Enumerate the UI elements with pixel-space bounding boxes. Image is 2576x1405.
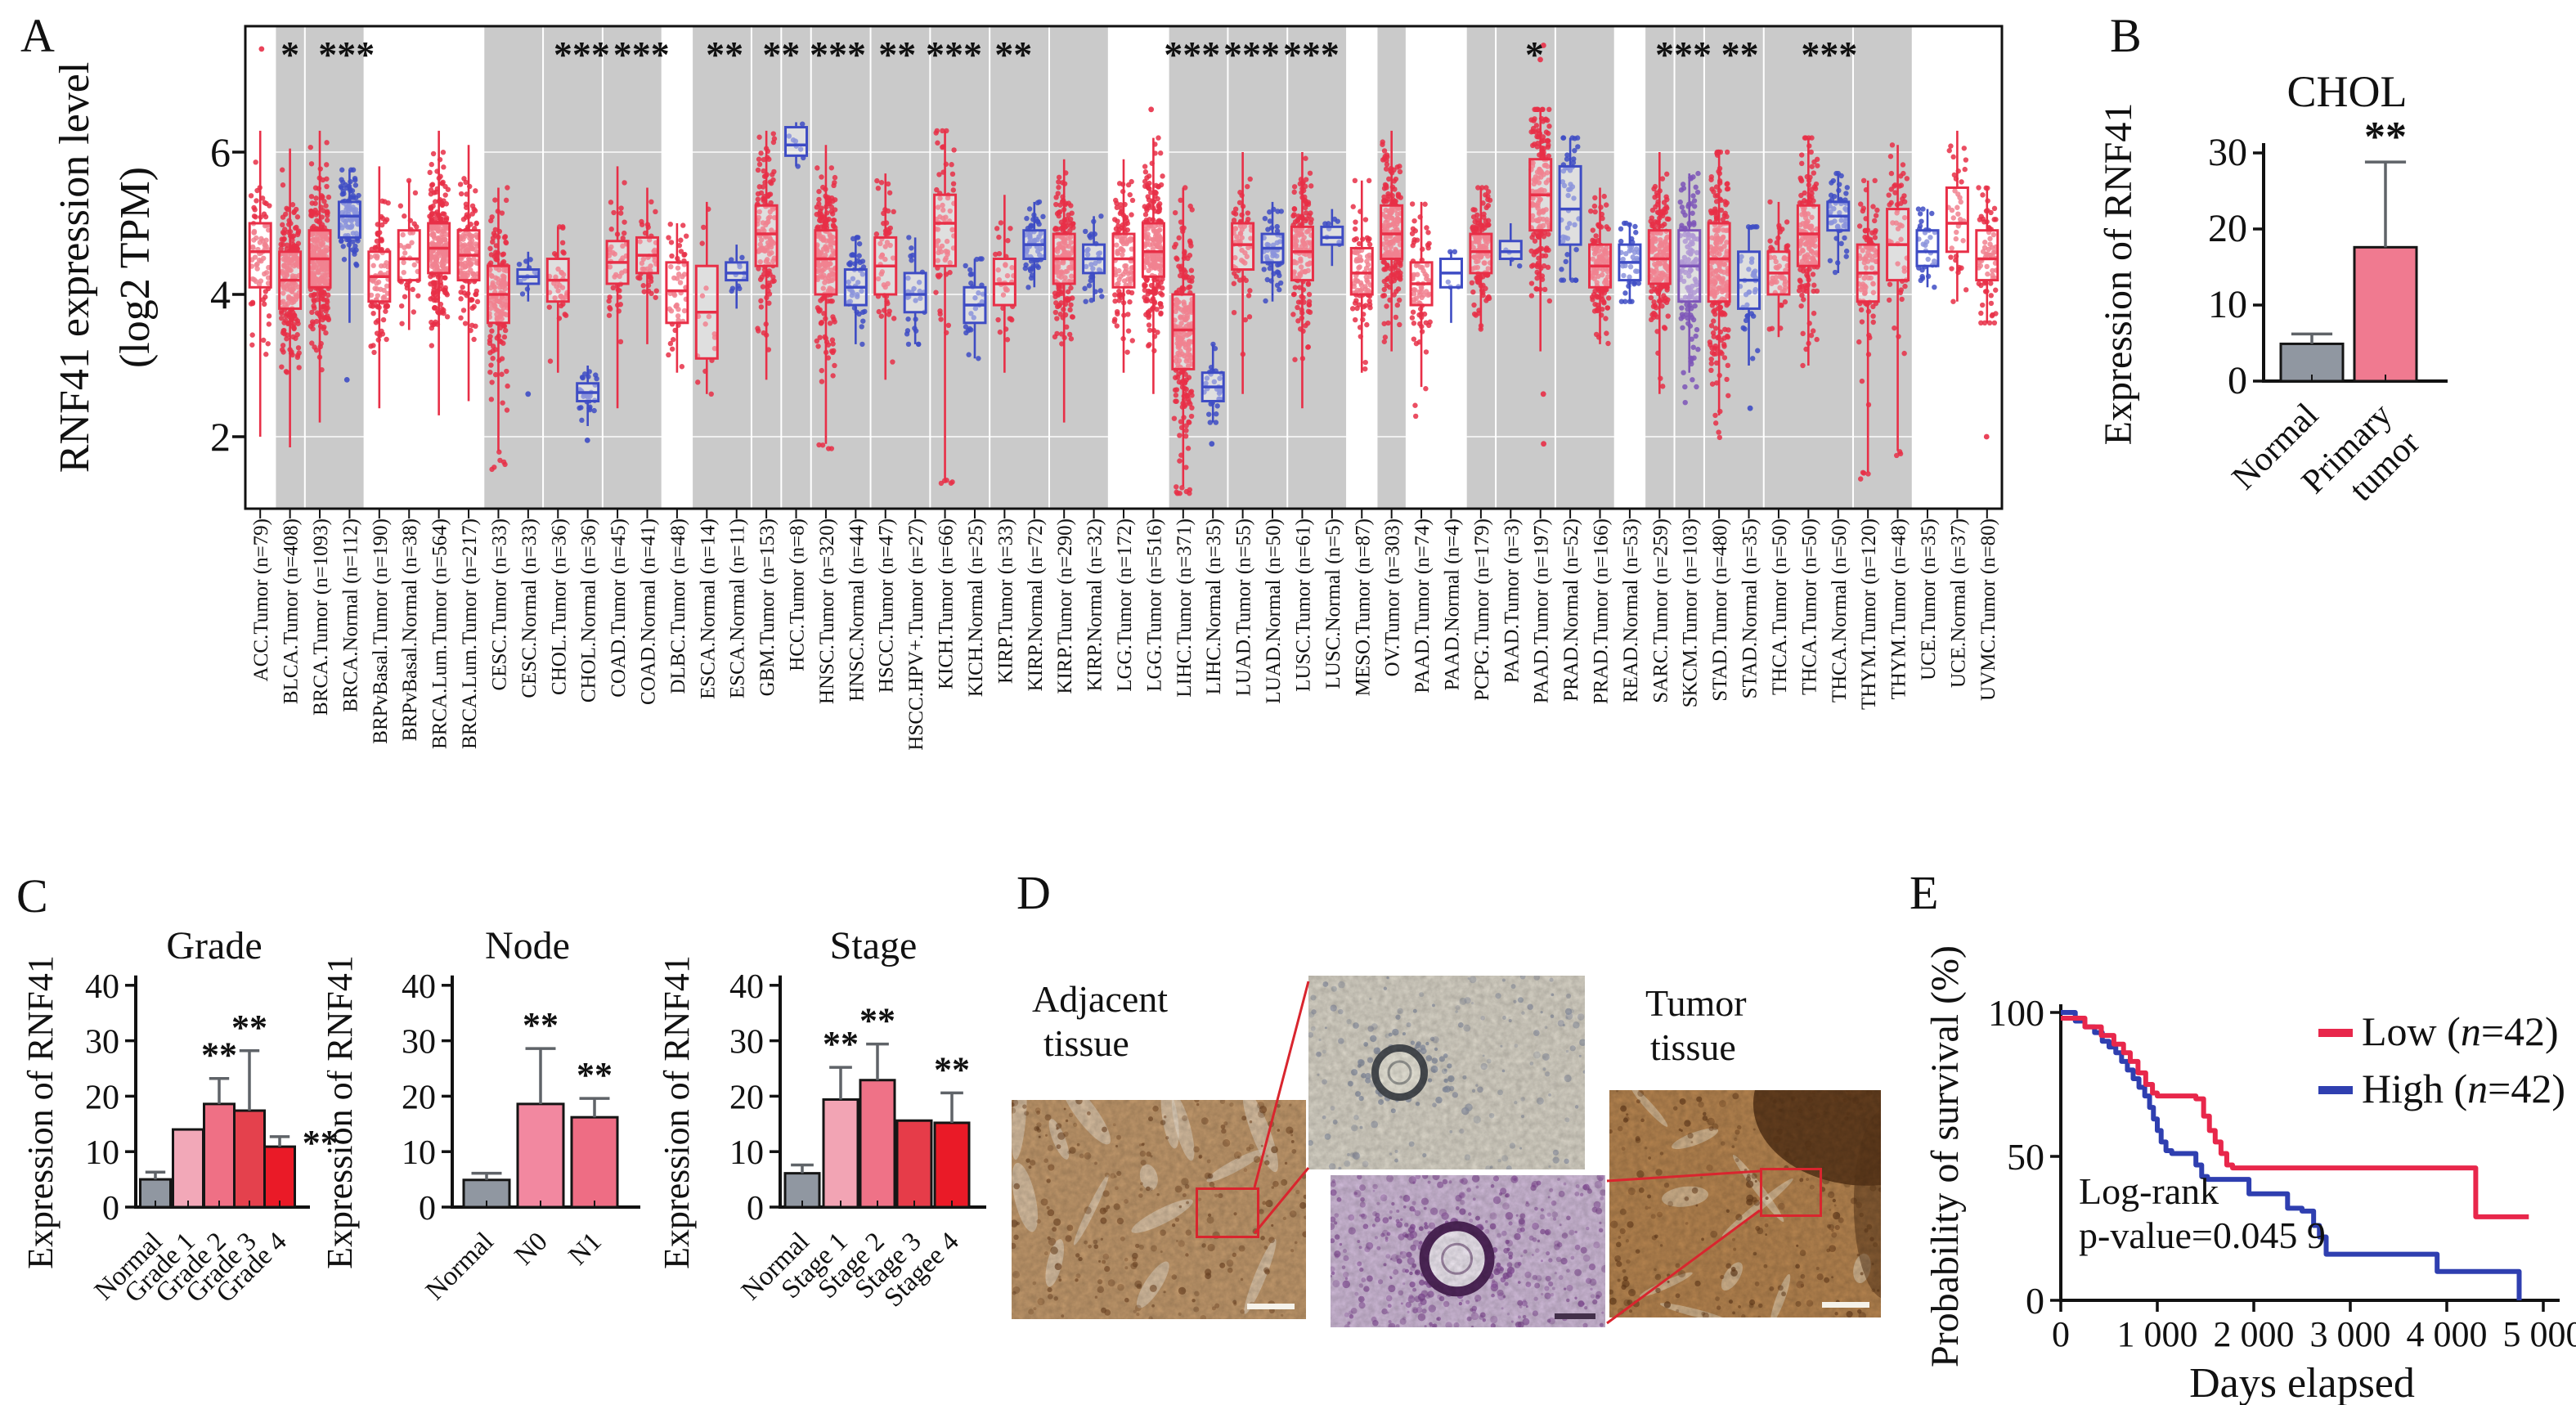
svg-text:SKCM.Tumor (n=103): SKCM.Tumor (n=103) bbox=[1680, 518, 1702, 707]
svg-text:PAAD.Tumor (n=197): PAAD.Tumor (n=197) bbox=[1531, 518, 1553, 703]
adjacent-inset-micrograph bbox=[1308, 976, 1585, 1169]
panel-c-label: C bbox=[16, 869, 48, 922]
svg-text:BLCA.Tumor (n=408): BLCA.Tumor (n=408) bbox=[280, 518, 303, 704]
svg-text:BRCA.Lum.Tumor (n=564): BRCA.Lum.Tumor (n=564) bbox=[429, 518, 451, 749]
svg-text:LGG.Tumor (n=172): LGG.Tumor (n=172) bbox=[1114, 518, 1136, 692]
svg-text:LIHC.Tumor (n=371): LIHC.Tumor (n=371) bbox=[1174, 518, 1196, 698]
svg-text:DLBC.Tumor (n=48): DLBC.Tumor (n=48) bbox=[667, 518, 689, 694]
svg-text:LUAD.Tumor (n=55): LUAD.Tumor (n=55) bbox=[1233, 518, 1255, 696]
svg-text:PAAD.Normal (n=4): PAAD.Normal (n=4) bbox=[1441, 518, 1463, 690]
tumor-tissue-label: Tumor tissue bbox=[1645, 982, 1747, 1068]
svg-text:PAAD.Tumor (n=74): PAAD.Tumor (n=74) bbox=[1411, 518, 1434, 694]
adjacent-roi-box bbox=[1196, 1187, 1259, 1238]
svg-text:SARC.Tumor (n=259): SARC.Tumor (n=259) bbox=[1649, 518, 1672, 703]
svg-text:STAD.Tumor (n=480): STAD.Tumor (n=480) bbox=[1709, 518, 1731, 702]
svg-text:LUSC.Normal (n=5): LUSC.Normal (n=5) bbox=[1322, 518, 1344, 689]
svg-text:COAD.Normal (n=41): COAD.Normal (n=41) bbox=[637, 518, 659, 705]
pan-cancer-boxplot: ACC.Tumor (n=79) BLCA.Tumor (n=408) BRCA.T… bbox=[52, 25, 2004, 751]
svg-text:ACC.Tumor (n=79): ACC.Tumor (n=79) bbox=[250, 518, 272, 681]
svg-text:CESC.Tumor (n=33): CESC.Tumor (n=33) bbox=[488, 518, 510, 690]
svg-text:GBM.Tumor (n=153): GBM.Tumor (n=153) bbox=[756, 518, 779, 696]
svg-text:PRAD.Normal (n=52): PRAD.Normal (n=52) bbox=[1560, 518, 1582, 702]
svg-text:HSCC.HPV+.Tumor (n=27): HSCC.HPV+.Tumor (n=27) bbox=[905, 518, 927, 751]
svg-text:LUAD.Normal (n=50): LUAD.Normal (n=50) bbox=[1263, 518, 1285, 704]
svg-text:CHOL.Tumor (n=36): CHOL.Tumor (n=36) bbox=[548, 518, 570, 695]
svg-text:PAAD.Tumor (n=3): PAAD.Tumor (n=3) bbox=[1501, 518, 1523, 683]
panel-d-label: D bbox=[1016, 866, 1051, 919]
svg-text:COAD.Tumor (n=45): COAD.Tumor (n=45) bbox=[608, 518, 630, 698]
svg-text:OV.Tumor (n=303): OV.Tumor (n=303) bbox=[1382, 518, 1404, 676]
svg-text:KIRP.Tumor (n=33): KIRP.Tumor (n=33) bbox=[994, 518, 1016, 684]
panel-b-label: B bbox=[2110, 9, 2142, 62]
svg-text:LIHC.Normal (n=35): LIHC.Normal (n=35) bbox=[1203, 518, 1225, 694]
tumor-roi-box bbox=[1760, 1168, 1822, 1217]
svg-text:LUSC.Tumor (n=61): LUSC.Tumor (n=61) bbox=[1292, 518, 1314, 692]
tumor-tissue-micrograph bbox=[1609, 1090, 1881, 1317]
tumor-inset-micrograph bbox=[1331, 1175, 1605, 1327]
svg-text:KICH.Normal (n=25): KICH.Normal (n=25) bbox=[965, 518, 987, 697]
svg-text:BRPvBasal.Tumor (n=190): BRPvBasal.Tumor (n=190) bbox=[370, 518, 392, 744]
svg-text:BRCA.Normal (n=112): BRCA.Normal (n=112) bbox=[339, 518, 361, 712]
svg-text:READ.Normal (n=53): READ.Normal (n=53) bbox=[1620, 518, 1642, 702]
svg-text:KICH.Tumor (n=66): KICH.Tumor (n=66) bbox=[936, 518, 958, 689]
svg-text:KIRP.Tumor (n=290): KIRP.Tumor (n=290) bbox=[1054, 518, 1076, 694]
svg-text:HNSC.Tumor (n=320): HNSC.Tumor (n=320) bbox=[816, 518, 838, 704]
svg-text:ESCA.Normal (n=11): ESCA.Normal (n=11) bbox=[727, 518, 749, 698]
panel-e-label: E bbox=[1910, 866, 1939, 919]
svg-text:PRAD.Tumor (n=166): PRAD.Tumor (n=166) bbox=[1591, 518, 1613, 704]
svg-text:MESO.Tumor (n=87): MESO.Tumor (n=87) bbox=[1352, 518, 1374, 696]
svg-text:BRPvBasal.Normal (n=38): BRPvBasal.Normal (n=38) bbox=[399, 518, 421, 741]
svg-text:BRCA.Tumor (n=1093): BRCA.Tumor (n=1093) bbox=[310, 518, 332, 716]
svg-text:KIRP.Normal (n=32): KIRP.Normal (n=32) bbox=[1084, 518, 1106, 691]
svg-text:CESC.Normal (n=33): CESC.Normal (n=33) bbox=[518, 518, 541, 698]
svg-text:HNSC.Normal (n=44): HNSC.Normal (n=44) bbox=[846, 518, 868, 702]
svg-text:KIRP.Normal (n=72): KIRP.Normal (n=72) bbox=[1025, 518, 1047, 691]
svg-text:ESCA.Normal (n=14): ESCA.Normal (n=14) bbox=[697, 518, 719, 699]
svg-text:CHOL.Normal (n=36): CHOL.Normal (n=36) bbox=[578, 518, 600, 702]
adjacent-tissue-label: Adjacent tissue bbox=[1032, 978, 1169, 1064]
svg-text:LGG.Tumor (n=516): LGG.Tumor (n=516) bbox=[1143, 518, 1165, 692]
adjacent-tissue-micrograph bbox=[1012, 1100, 1306, 1319]
svg-text:BRCA.Lum.Tumor (n=217): BRCA.Lum.Tumor (n=217) bbox=[459, 518, 481, 749]
svg-text:HSCC.Tumor (n=47): HSCC.Tumor (n=47) bbox=[876, 518, 898, 693]
svg-text:PCPG.Tumor (n=179): PCPG.Tumor (n=179) bbox=[1471, 518, 1493, 701]
panel-a-label: A bbox=[20, 9, 55, 62]
svg-text:HCC.Tumor (n=8): HCC.Tumor (n=8) bbox=[787, 518, 809, 671]
chol-bar-chart: 0102030Normal**PrimarytumorCHOLExpressio… bbox=[2097, 67, 2448, 509]
